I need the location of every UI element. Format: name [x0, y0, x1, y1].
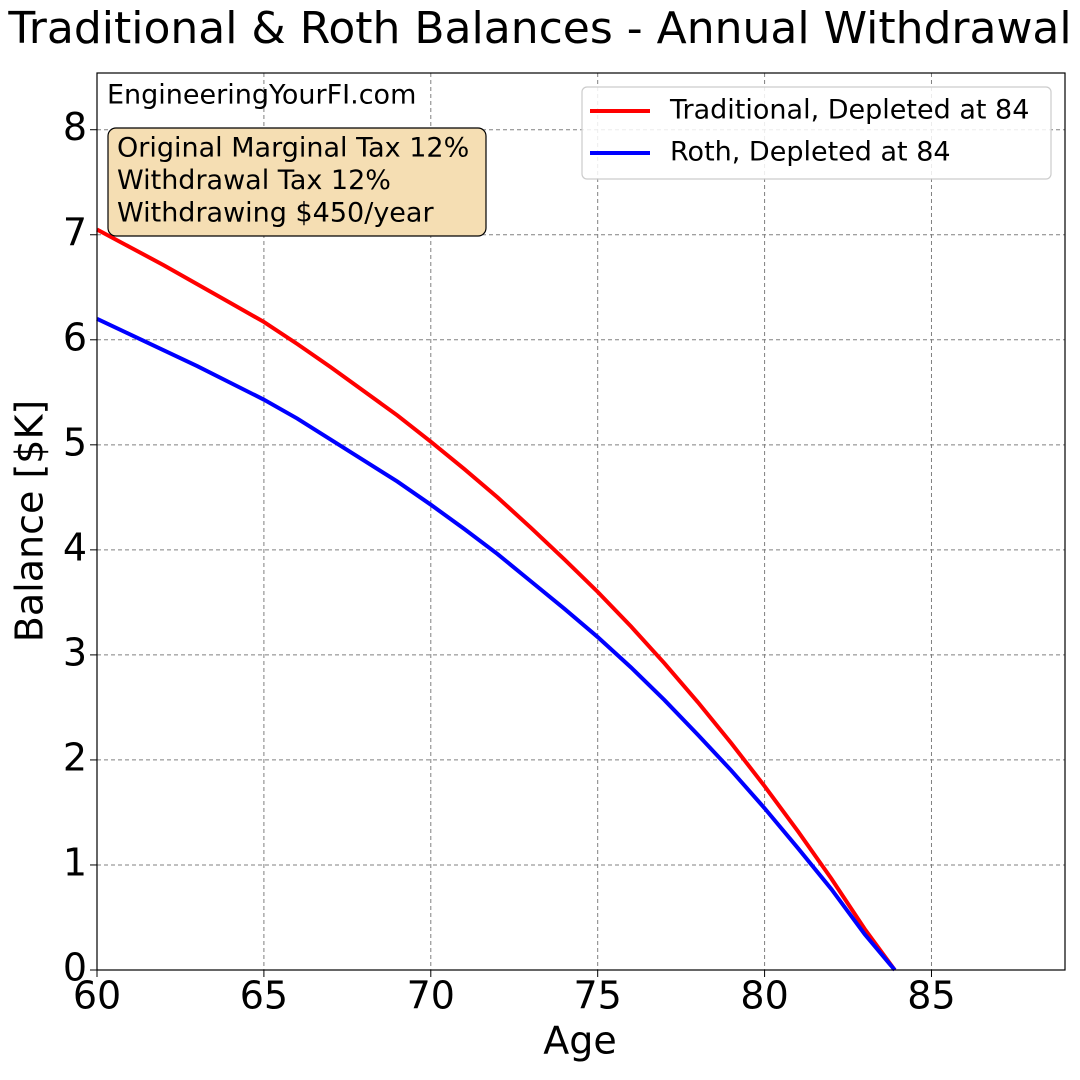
y-tick-label: 5 [63, 420, 87, 464]
x-tick-label: 80 [740, 974, 788, 1018]
y-tick-label: 2 [63, 735, 87, 779]
x-tick-label: 85 [907, 974, 955, 1018]
x-tick-label: 75 [574, 974, 622, 1018]
legend-box [581, 86, 1052, 180]
y-tick-label: 6 [63, 315, 87, 359]
y-tick-label: 7 [63, 210, 87, 254]
y-tick-label: 4 [63, 525, 87, 569]
x-tick-label: 70 [407, 974, 455, 1018]
y-axis-label: Balance [$K] [8, 400, 52, 642]
legend-label: Traditional, Depleted at 84 [669, 95, 1029, 126]
y-tick-label: 0 [63, 946, 87, 990]
y-tick-label: 1 [63, 840, 87, 884]
plot-frame [96, 72, 1066, 971]
x-tick-label: 65 [240, 974, 288, 1018]
x-tick-label: 60 [73, 974, 121, 1018]
annotation-text: Original Marginal Tax 12% [117, 133, 469, 164]
y-tick-label: 3 [63, 630, 87, 674]
annotation-box [107, 127, 487, 237]
x-axis-label: Age [543, 1019, 617, 1063]
y-tick-label: 8 [63, 105, 87, 149]
series-line [96, 227, 897, 972]
annotation-text: Withdrawal Tax 12% [117, 165, 391, 196]
series-line [96, 316, 897, 972]
watermark: EngineeringYourFI.com [107, 80, 416, 111]
chart-title: Traditional & Roth Balances - Annual Wit… [7, 3, 1071, 54]
legend-label: Roth, Depleted at 84 [670, 137, 951, 168]
annotation-text: Withdrawing $450/year [117, 198, 434, 229]
